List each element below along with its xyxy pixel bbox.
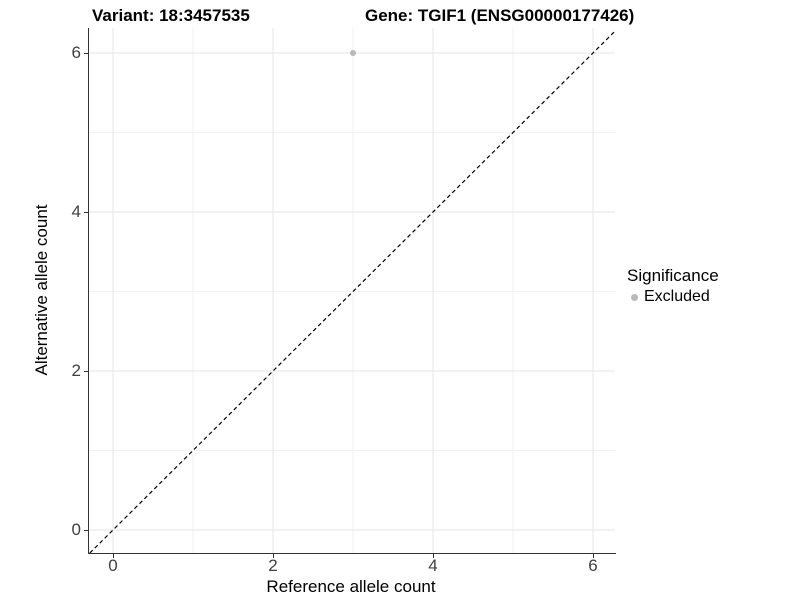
x-axis-line	[88, 553, 616, 554]
plot-canvas	[88, 28, 615, 553]
x-tick-mark	[592, 554, 594, 558]
y-tick-mark	[84, 370, 88, 372]
x-tick-mark	[272, 554, 274, 558]
y-axis-line	[88, 28, 89, 554]
y-tick-label: 2	[71, 361, 81, 380]
x-tick-mark	[432, 554, 434, 558]
plot-panel	[88, 28, 615, 553]
y-tick-mark	[84, 52, 88, 54]
legend-entry-excluded: Excluded	[627, 288, 719, 306]
plot-title-variant: Variant: 18:3457535	[92, 6, 250, 25]
x-tick-label: 0	[108, 556, 118, 575]
x-tick-label: 4	[428, 556, 438, 575]
x-axis-title: Reference allele count	[266, 577, 436, 596]
y-tick-label: 4	[71, 202, 81, 221]
identity-line	[89, 30, 615, 553]
plot-title-gene: Gene: TGIF1 (ENSG00000177426)	[365, 6, 635, 25]
y-tick-mark	[84, 211, 88, 213]
y-tick-label: 0	[71, 520, 81, 539]
x-tick-label: 2	[268, 556, 278, 575]
excluded-point-icon	[631, 293, 638, 301]
legend-entry-label: Excluded	[644, 288, 710, 305]
y-tick-label: 6	[71, 43, 81, 62]
data-point-excluded	[350, 50, 356, 56]
y-axis-title: Alternative allele count	[32, 204, 51, 376]
legend-title: Significance	[627, 266, 719, 285]
legend: Significance Excluded	[627, 266, 719, 306]
x-tick-label: 6	[588, 556, 598, 575]
y-tick-mark	[84, 529, 88, 531]
x-tick-mark	[112, 554, 114, 558]
